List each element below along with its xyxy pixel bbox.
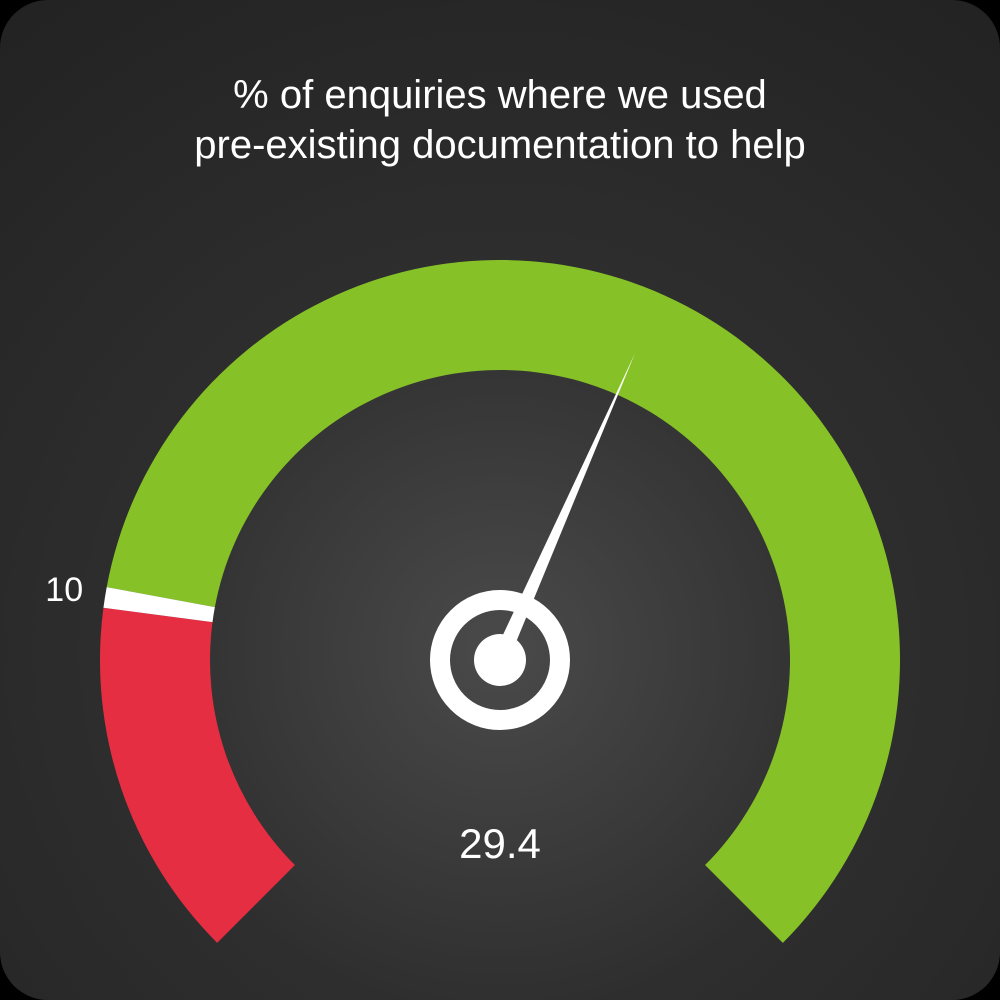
gauge-tick-label: 10 (45, 571, 83, 610)
gauge-zone (100, 608, 295, 943)
gauge-value-label: 29.4 (400, 820, 600, 868)
gauge-needle (493, 353, 635, 663)
gauge-card: % of enquiries where we used pre-existin… (0, 0, 1000, 1000)
gauge-chart: 10 29.4 (0, 0, 1000, 1000)
gauge-hub-dot (474, 634, 526, 686)
